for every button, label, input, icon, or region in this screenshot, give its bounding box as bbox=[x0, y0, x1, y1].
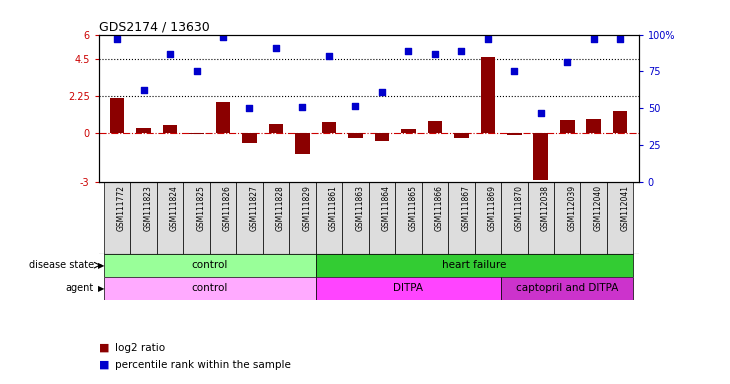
Text: GSM111826: GSM111826 bbox=[223, 185, 232, 231]
Bar bbox=[104, 276, 315, 300]
Text: log2 ratio: log2 ratio bbox=[115, 343, 165, 353]
Bar bbox=[501, 182, 528, 254]
Text: GSM111825: GSM111825 bbox=[196, 185, 206, 231]
Bar bbox=[157, 182, 183, 254]
Text: GSM111772: GSM111772 bbox=[117, 185, 126, 231]
Point bbox=[244, 105, 256, 111]
Point bbox=[376, 89, 388, 95]
Bar bbox=[501, 276, 634, 300]
Bar bbox=[369, 182, 395, 254]
Point bbox=[429, 51, 441, 57]
Text: GSM111823: GSM111823 bbox=[144, 185, 153, 231]
Text: ▶: ▶ bbox=[99, 283, 105, 293]
Text: GSM111870: GSM111870 bbox=[515, 185, 523, 231]
Bar bbox=[289, 182, 315, 254]
Bar bbox=[315, 254, 634, 276]
Point bbox=[191, 68, 202, 74]
Bar bbox=[448, 182, 474, 254]
Bar bbox=[183, 182, 210, 254]
Point bbox=[588, 36, 599, 43]
Text: GSM112038: GSM112038 bbox=[541, 185, 550, 231]
Bar bbox=[580, 182, 607, 254]
Point bbox=[138, 87, 150, 93]
Bar bbox=[554, 182, 580, 254]
Bar bbox=[586, 119, 601, 133]
Bar bbox=[480, 58, 495, 133]
Point bbox=[111, 36, 123, 43]
Bar bbox=[137, 128, 151, 133]
Bar bbox=[613, 111, 628, 133]
Text: GSM111861: GSM111861 bbox=[329, 185, 338, 231]
Bar bbox=[295, 133, 310, 154]
Point bbox=[615, 36, 626, 42]
Bar bbox=[474, 182, 501, 254]
Bar bbox=[269, 124, 283, 133]
Text: GSM112041: GSM112041 bbox=[620, 185, 629, 231]
Bar bbox=[342, 182, 369, 254]
Bar bbox=[454, 133, 469, 137]
Bar bbox=[374, 133, 389, 141]
Text: GSM111866: GSM111866 bbox=[435, 185, 444, 231]
Bar bbox=[189, 133, 204, 134]
Point bbox=[350, 103, 361, 109]
Text: GSM111863: GSM111863 bbox=[356, 185, 364, 231]
Text: ■: ■ bbox=[99, 343, 109, 353]
Bar bbox=[401, 129, 415, 133]
Point bbox=[456, 48, 467, 54]
Bar bbox=[560, 121, 575, 133]
Text: ■: ■ bbox=[99, 360, 109, 370]
Bar bbox=[104, 254, 315, 276]
Text: GSM111869: GSM111869 bbox=[488, 185, 497, 231]
Text: GSM111828: GSM111828 bbox=[276, 185, 285, 231]
Bar bbox=[315, 182, 342, 254]
Bar bbox=[210, 182, 237, 254]
Point bbox=[535, 110, 547, 116]
Point bbox=[217, 34, 228, 40]
Bar bbox=[348, 133, 363, 138]
Bar bbox=[422, 182, 448, 254]
Bar bbox=[315, 276, 501, 300]
Point bbox=[561, 59, 573, 65]
Text: GSM112039: GSM112039 bbox=[567, 185, 576, 232]
Point bbox=[323, 53, 335, 59]
Text: GSM112040: GSM112040 bbox=[593, 185, 603, 232]
Text: GSM111827: GSM111827 bbox=[250, 185, 258, 231]
Point bbox=[164, 51, 176, 57]
Text: ▶: ▶ bbox=[99, 261, 105, 270]
Bar bbox=[322, 122, 337, 133]
Text: GSM111865: GSM111865 bbox=[408, 185, 418, 231]
Bar bbox=[216, 103, 230, 133]
Text: GDS2174 / 13630: GDS2174 / 13630 bbox=[99, 20, 210, 33]
Text: captopril and DITPA: captopril and DITPA bbox=[516, 283, 618, 293]
Bar bbox=[428, 121, 442, 133]
Text: GSM111829: GSM111829 bbox=[302, 185, 312, 231]
Text: percentile rank within the sample: percentile rank within the sample bbox=[115, 360, 291, 370]
Bar bbox=[110, 98, 124, 133]
Bar bbox=[131, 182, 157, 254]
Bar bbox=[534, 133, 548, 180]
Bar bbox=[237, 182, 263, 254]
Point bbox=[296, 103, 308, 109]
Point bbox=[509, 68, 520, 74]
Text: agent: agent bbox=[66, 283, 94, 293]
Text: heart failure: heart failure bbox=[442, 260, 507, 270]
Point bbox=[270, 45, 282, 51]
Bar bbox=[607, 182, 634, 254]
Text: disease state: disease state bbox=[29, 260, 94, 270]
Text: DITPA: DITPA bbox=[393, 283, 423, 293]
Text: control: control bbox=[191, 283, 228, 293]
Text: GSM111864: GSM111864 bbox=[382, 185, 391, 231]
Bar bbox=[163, 124, 177, 133]
Bar bbox=[263, 182, 289, 254]
Bar bbox=[507, 133, 521, 135]
Point bbox=[402, 48, 414, 54]
Bar bbox=[242, 133, 257, 142]
Text: control: control bbox=[191, 260, 228, 270]
Text: GSM111824: GSM111824 bbox=[170, 185, 179, 231]
Bar bbox=[395, 182, 422, 254]
Bar bbox=[104, 182, 131, 254]
Bar bbox=[528, 182, 554, 254]
Text: GSM111867: GSM111867 bbox=[461, 185, 470, 231]
Point bbox=[482, 36, 493, 43]
